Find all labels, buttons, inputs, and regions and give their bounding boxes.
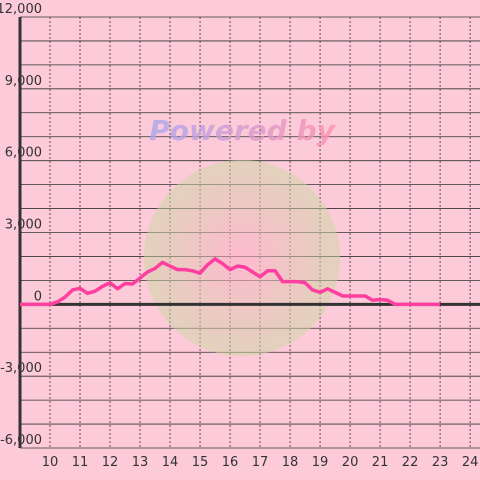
x-tick-label: 14 [162,455,179,470]
watermark-text: Powered by [149,114,336,147]
x-tick-label: 22 [402,455,419,470]
x-tick-label: 13 [132,455,149,470]
x-tick-label: 23 [432,455,449,470]
y-tick-label: 12,000 [0,2,42,17]
x-tick-label: 10 [42,455,59,470]
x-tick-label: 15 [192,455,209,470]
y-tick-label: 6,000 [5,146,42,161]
x-tick-label: 12 [102,455,119,470]
x-tick-label: 19 [312,455,329,470]
x-tick-label: 21 [372,455,389,470]
x-tick-label: 24 [462,455,479,470]
watermark-logo [144,160,340,356]
x-tick-label: 11 [72,455,89,470]
y-tick-label: 3,000 [5,218,42,233]
y-tick-label: 0 [34,289,42,304]
x-tick-label: 20 [342,455,359,470]
x-tick-label: 17 [252,455,269,470]
x-tick-label: 16 [222,455,239,470]
plot: 12,0009,0006,0003,0000-3,000-6,000101112… [0,2,480,470]
y-tick-label: 9,000 [5,74,42,89]
data-line [20,257,441,307]
x-tick-label: 18 [282,455,299,470]
